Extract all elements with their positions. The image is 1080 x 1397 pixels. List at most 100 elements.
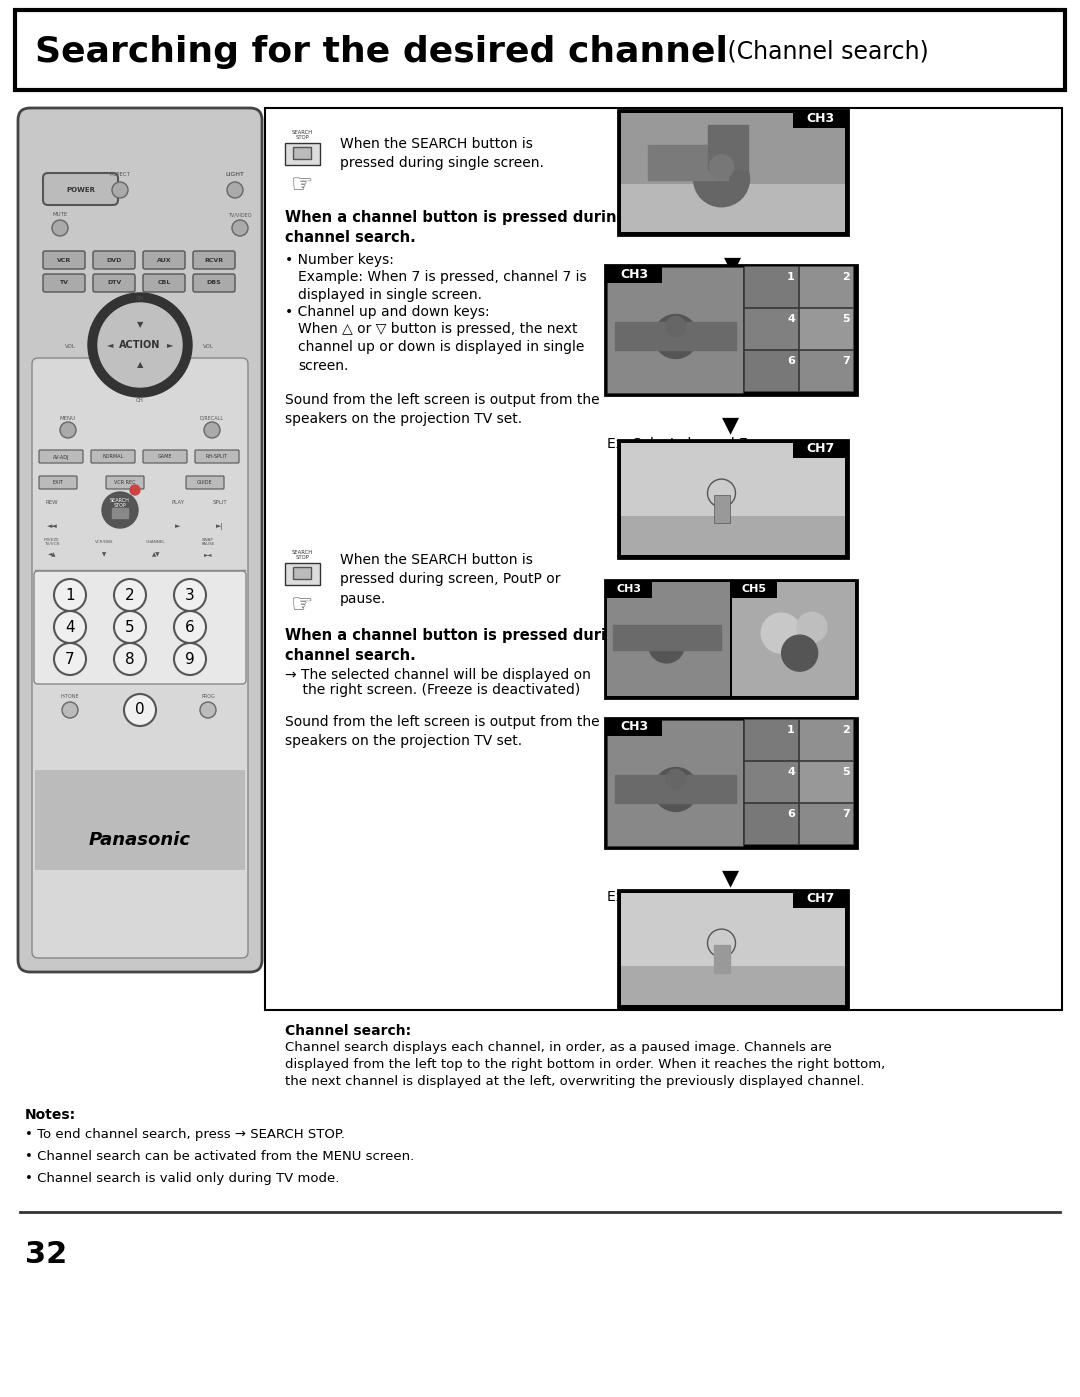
- Bar: [799, 265, 853, 307]
- Text: ►◄: ►◄: [204, 552, 213, 557]
- Text: TV/VIDEO: TV/VIDEO: [228, 212, 252, 218]
- Circle shape: [665, 317, 686, 337]
- Text: 0: 0: [135, 703, 145, 718]
- Text: Channel search displays each channel, in order, as a paused image. Channels are
: Channel search displays each channel, in…: [285, 1041, 886, 1088]
- Text: VCR REC: VCR REC: [114, 481, 136, 486]
- Bar: [605, 580, 858, 698]
- Text: ▼: ▼: [725, 256, 742, 275]
- Text: CH: CH: [136, 398, 144, 402]
- Circle shape: [112, 182, 129, 198]
- Text: CHANNEL: CHANNEL: [146, 541, 166, 543]
- Bar: [605, 265, 858, 395]
- Text: Sound from the left screen is output from the
speakers on the projection TV set.: Sound from the left screen is output fro…: [285, 715, 599, 749]
- Text: 2: 2: [125, 588, 135, 602]
- Text: 6: 6: [787, 809, 795, 819]
- Bar: [293, 147, 311, 159]
- Text: CH7: CH7: [807, 893, 835, 905]
- Text: RCVR: RCVR: [204, 257, 224, 263]
- Text: ▲▼: ▲▼: [152, 552, 160, 557]
- Text: ▼: ▼: [723, 718, 740, 738]
- Bar: [744, 307, 798, 349]
- Circle shape: [114, 610, 146, 643]
- Text: 8: 8: [125, 651, 135, 666]
- Text: CH7: CH7: [807, 443, 835, 455]
- Bar: [607, 580, 652, 598]
- Text: PLAY: PLAY: [172, 500, 185, 504]
- Text: ASPECT: ASPECT: [109, 172, 131, 177]
- Text: RH-SPLIT: RH-SPLIT: [206, 454, 228, 460]
- Circle shape: [693, 151, 750, 207]
- FancyBboxPatch shape: [43, 173, 118, 205]
- Text: 6: 6: [185, 619, 194, 634]
- Text: ►|: ►|: [216, 522, 224, 529]
- FancyBboxPatch shape: [93, 274, 135, 292]
- Text: SWAP
PAUSE: SWAP PAUSE: [201, 538, 215, 546]
- Text: SEARCH
STOP: SEARCH STOP: [292, 130, 312, 141]
- Text: AV-ADJ: AV-ADJ: [53, 454, 69, 460]
- Text: CH3: CH3: [620, 267, 649, 281]
- Text: CH3: CH3: [807, 113, 835, 126]
- Text: • Channel search is valid only during TV mode.: • Channel search is valid only during TV…: [25, 1172, 339, 1185]
- Text: 7: 7: [65, 651, 75, 666]
- Circle shape: [174, 643, 206, 675]
- Text: (Channel search): (Channel search): [720, 41, 929, 64]
- Text: DBS: DBS: [206, 281, 221, 285]
- Text: 4: 4: [65, 619, 75, 634]
- Text: ▲: ▲: [137, 360, 144, 369]
- Text: Ex. Select channel 7: Ex. Select channel 7: [607, 437, 747, 451]
- Text: Channel search:: Channel search:: [285, 1024, 411, 1038]
- FancyBboxPatch shape: [193, 274, 235, 292]
- Bar: [621, 893, 845, 1004]
- Bar: [607, 583, 730, 696]
- Text: GAME: GAME: [158, 454, 172, 460]
- Bar: [621, 184, 845, 232]
- Bar: [744, 351, 798, 391]
- Text: Searching for the desired channel: Searching for the desired channel: [35, 35, 728, 68]
- Bar: [621, 113, 845, 232]
- Text: 5: 5: [842, 314, 850, 324]
- Text: 2: 2: [842, 725, 850, 735]
- Text: SEARCH
STOP: SEARCH STOP: [110, 497, 130, 509]
- Circle shape: [200, 703, 216, 718]
- FancyBboxPatch shape: [93, 251, 135, 270]
- FancyBboxPatch shape: [143, 450, 187, 462]
- FancyBboxPatch shape: [39, 450, 83, 462]
- Text: Ex. Select channel 7: Ex. Select channel 7: [607, 890, 747, 904]
- Bar: [621, 443, 845, 555]
- Bar: [708, 124, 748, 170]
- Text: MENU: MENU: [59, 415, 76, 420]
- Circle shape: [797, 612, 827, 643]
- Bar: [15, 10, 1065, 89]
- Text: 5: 5: [125, 619, 135, 634]
- Bar: [744, 761, 798, 802]
- Text: 32: 32: [25, 1241, 67, 1268]
- FancyBboxPatch shape: [143, 251, 185, 270]
- Text: CH3: CH3: [617, 584, 642, 594]
- Text: When a channel button is pressed during
channel search.: When a channel button is pressed during …: [285, 210, 627, 244]
- Bar: [613, 624, 721, 650]
- Bar: [615, 775, 735, 803]
- Text: 2: 2: [842, 272, 850, 282]
- Bar: [618, 440, 848, 557]
- Circle shape: [102, 492, 138, 528]
- Circle shape: [87, 293, 192, 397]
- Text: AUX: AUX: [157, 257, 172, 263]
- Bar: [799, 307, 853, 349]
- Text: 4: 4: [787, 314, 795, 324]
- Text: FREEZE
TV/VCR: FREEZE TV/VCR: [44, 538, 59, 546]
- Bar: [799, 351, 853, 391]
- Bar: [793, 110, 848, 129]
- Circle shape: [782, 636, 818, 671]
- Text: 1: 1: [65, 588, 75, 602]
- Text: 3: 3: [185, 588, 194, 602]
- Bar: [744, 803, 798, 844]
- Circle shape: [62, 703, 78, 718]
- Circle shape: [130, 485, 140, 495]
- FancyBboxPatch shape: [195, 450, 239, 462]
- Text: CBL: CBL: [158, 281, 171, 285]
- Text: When △ or ▽ button is pressed, the next
channel up or down is displayed in singl: When △ or ▽ button is pressed, the next …: [298, 321, 584, 373]
- Bar: [265, 108, 1062, 1010]
- Text: 4: 4: [787, 767, 795, 777]
- Text: D/RECALL: D/RECALL: [200, 415, 224, 420]
- Bar: [112, 509, 129, 518]
